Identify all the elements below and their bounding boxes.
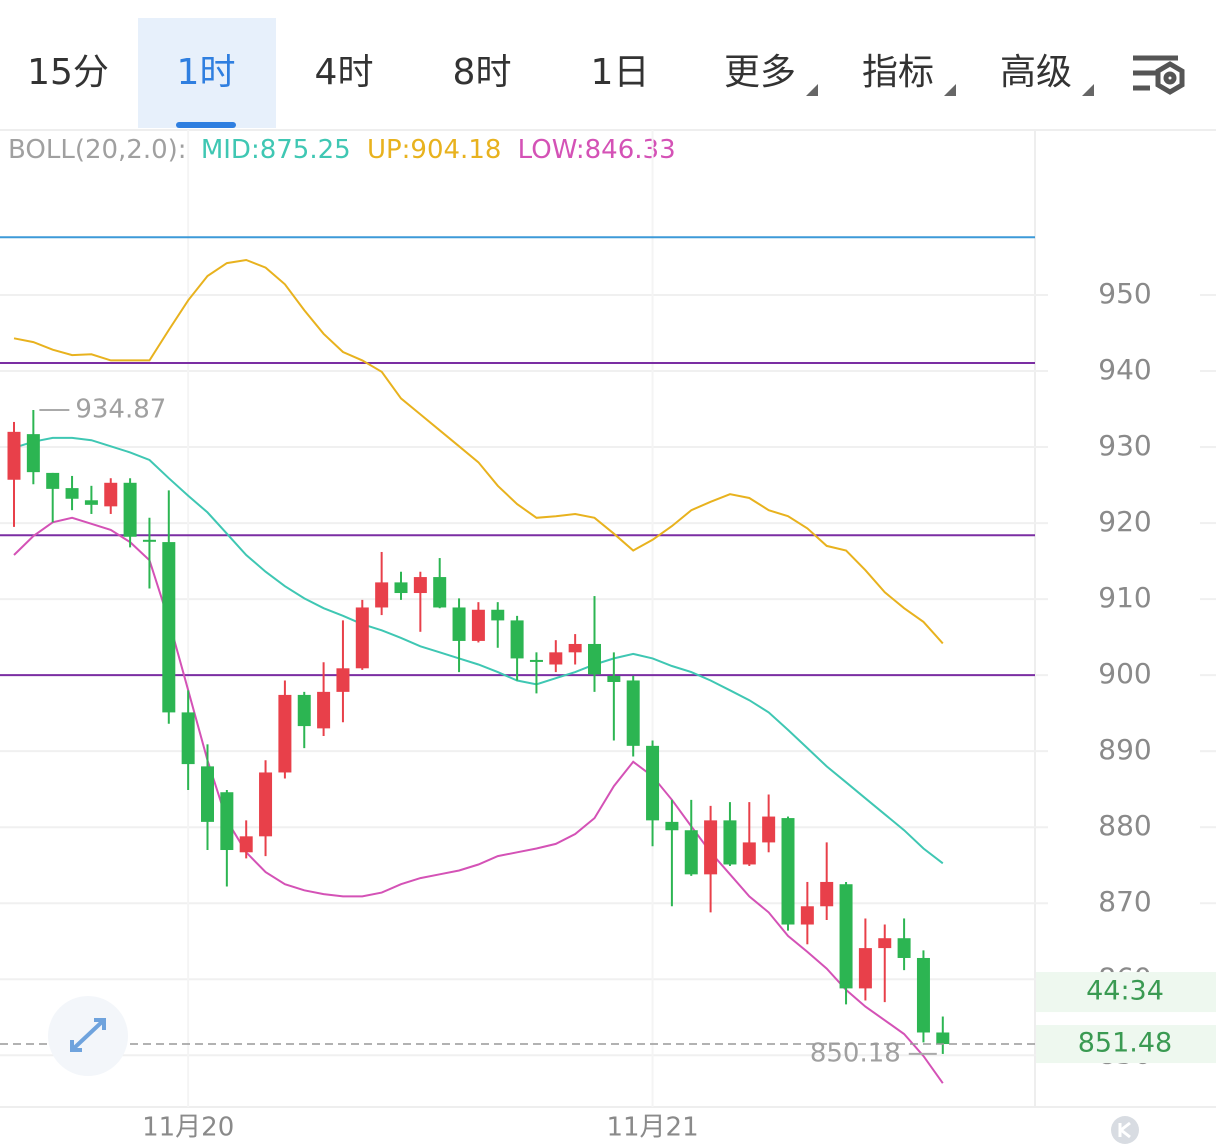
candle-body <box>220 792 234 851</box>
candle-body <box>665 821 679 831</box>
k-icon[interactable] <box>1111 1116 1139 1144</box>
y-tick-label: 950 <box>1098 277 1151 310</box>
y-tick-label: 900 <box>1098 657 1151 690</box>
selected-tab-indicator <box>176 122 236 128</box>
candle-body <box>201 766 214 822</box>
tab[interactable]: 高级 <box>1000 52 1072 93</box>
candle-body <box>607 675 621 682</box>
x-tick-label: 11月21 <box>606 1113 698 1143</box>
tab[interactable]: 1日 <box>591 52 650 93</box>
candle-body <box>26 434 40 473</box>
candle-body <box>471 609 485 641</box>
candle-body <box>355 607 369 669</box>
candle-body <box>762 816 776 843</box>
candle-body <box>549 652 563 665</box>
candle-body <box>259 772 273 837</box>
candle-body <box>529 659 543 662</box>
candle-body <box>394 582 408 594</box>
tab[interactable]: 1时 <box>177 52 236 93</box>
candle-body <box>297 694 311 727</box>
x-tick-label: 11月20 <box>142 1113 234 1143</box>
candle-body <box>181 712 195 765</box>
candle-body <box>723 820 737 865</box>
candle-body <box>626 680 640 746</box>
candle-body <box>800 906 814 925</box>
expand-button[interactable] <box>48 996 128 1076</box>
candle-body <box>781 818 795 925</box>
candle-body <box>742 842 756 865</box>
candle-body <box>510 620 524 659</box>
y-tick-label: 880 <box>1098 809 1151 842</box>
candle-body <box>433 577 447 608</box>
countdown: 44:34 <box>1086 976 1164 1007</box>
countdown-badge <box>1036 972 1216 1013</box>
dropdown-arrow <box>944 84 956 96</box>
candle-body <box>239 836 253 853</box>
candle-body <box>162 542 176 713</box>
candle-body <box>704 820 718 875</box>
settings-icon[interactable] <box>1133 55 1185 95</box>
candle-body <box>839 884 853 989</box>
candle-body <box>646 745 660 821</box>
candle-body <box>684 830 698 875</box>
candle-body <box>916 957 930 1033</box>
y-tick-label: 930 <box>1098 429 1151 462</box>
legend-entry: LOW:846.33 <box>518 135 676 165</box>
min-label: 850.18 <box>810 1038 901 1068</box>
candle-body <box>46 472 60 489</box>
candle-body <box>7 431 21 480</box>
overlay: 934.87 850.18 44:34 851.48 <box>0 395 1216 1068</box>
candle-body <box>858 948 872 989</box>
candle-body <box>878 938 892 949</box>
dropdown-arrow <box>1082 84 1094 96</box>
candle-body <box>820 881 834 907</box>
candle-body <box>336 668 350 692</box>
last-price-label: 851.48 <box>1078 1028 1172 1059</box>
indicator-name: BOLL(20,2.0): <box>8 135 187 165</box>
candle-body <box>588 643 601 675</box>
candle-body <box>936 1032 950 1045</box>
candle-body <box>142 539 156 542</box>
y-tick-label: 890 <box>1098 733 1151 766</box>
band-line <box>13 436 944 865</box>
candle-body <box>491 609 505 621</box>
plot: 85086087088089090091092093094095011月2011… <box>0 130 1216 1143</box>
y-tick-label: 940 <box>1098 353 1151 386</box>
tab[interactable]: 8时 <box>453 52 512 93</box>
tab[interactable]: 更多 <box>724 52 796 93</box>
selected-tab-bg <box>138 18 276 128</box>
candle-body <box>897 938 911 958</box>
candle-body <box>84 500 98 505</box>
candle-body <box>452 607 466 641</box>
price-badge <box>1036 1025 1216 1064</box>
candle-body <box>104 482 118 507</box>
tab[interactable]: 4时 <box>315 52 374 93</box>
candle-body <box>123 482 137 537</box>
tab[interactable]: 指标 <box>862 52 934 93</box>
candle-body <box>568 643 582 653</box>
indicator-legend: BOLL(20,2.0): MID:875.25 UP:904.18 LOW:8… <box>8 135 676 165</box>
candle-body <box>65 488 79 499</box>
dropdown-arrow <box>806 84 818 96</box>
legend-entry: MID:875.25 <box>201 135 351 165</box>
max-label: 934.87 <box>75 395 166 425</box>
candle-body <box>278 694 292 773</box>
band-line <box>13 258 944 645</box>
candle-body <box>317 691 331 729</box>
tab-bar: 15分 1时 4时 8时 1日 更多 指标 高级 <box>27 52 1072 93</box>
tab[interactable]: 15分 <box>27 52 109 93</box>
legend-entry: UP:904.18 <box>367 135 501 165</box>
candle-body <box>413 577 427 594</box>
candle-body <box>375 582 389 608</box>
y-tick-label: 910 <box>1098 581 1151 614</box>
y-tick-label: 870 <box>1098 885 1151 918</box>
y-tick-label: 920 <box>1098 505 1151 538</box>
